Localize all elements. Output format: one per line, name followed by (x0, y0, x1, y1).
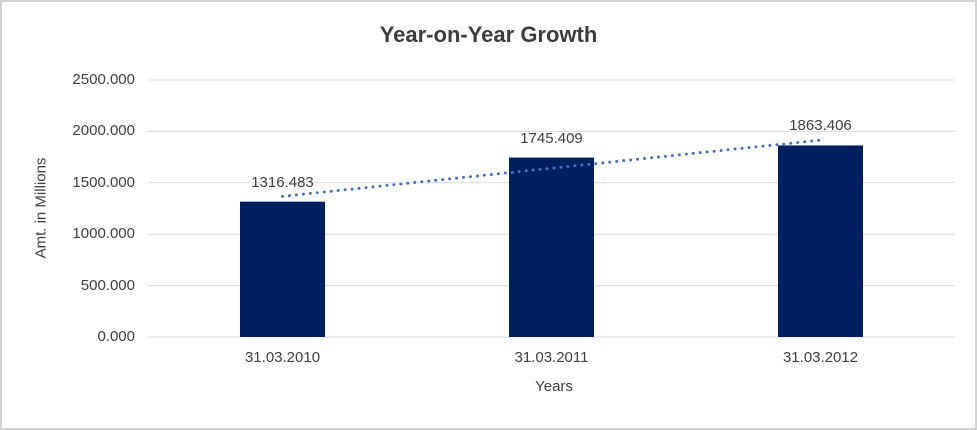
bar-31.03.2012 (778, 145, 863, 337)
y-tick-label: 1000.000 (72, 225, 135, 243)
y-tick-label: 1500.000 (72, 173, 135, 191)
y-tick-label: 2500.000 (72, 71, 135, 88)
x-tick-label: 31.03.2011 (514, 349, 589, 366)
bar-31.03.2011 (509, 157, 594, 337)
x-axis-title: Years (535, 378, 573, 395)
chart-title: Year-on-Year Growth (379, 22, 598, 47)
trendline (281, 138, 822, 198)
x-tick-label: 31.03.2012 (782, 349, 859, 366)
bar-31.03.2010 (240, 201, 325, 337)
x-tick-label: 31.03.2010 (244, 349, 321, 366)
y-axis-title: Amt. in Millions (32, 157, 50, 259)
bar-data-label: 1863.406 (789, 117, 852, 135)
y-tick-label: 2000.000 (72, 122, 135, 140)
y-tick-label: 500.000 (80, 276, 135, 294)
bar-data-label: 1745.409 (520, 129, 583, 147)
bar-data-label: 1316.483 (251, 173, 314, 191)
y-tick-label: 0.000 (97, 328, 135, 345)
